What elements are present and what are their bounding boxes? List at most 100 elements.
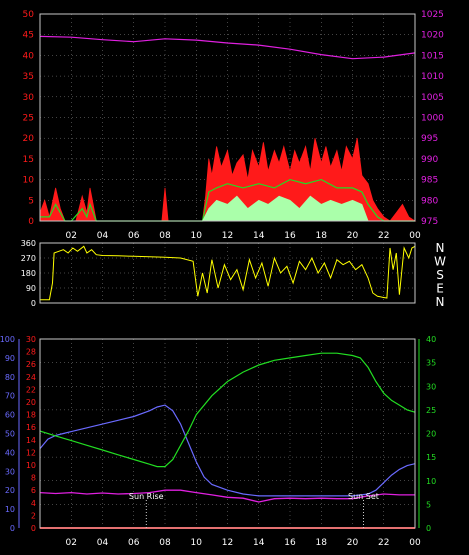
climate-x-tick-label: 08 — [159, 538, 171, 548]
wind-lull-area — [40, 195, 415, 222]
climate-x-tick-label: 00 — [409, 538, 421, 548]
rain-tick-label: 0 — [31, 524, 36, 533]
temperature-tick-label: 0 — [426, 524, 431, 533]
wind-tick-label: 15 — [23, 155, 34, 165]
humidity-tick-label: 80 — [5, 373, 15, 382]
pressure-tick-label: 1025 — [421, 10, 444, 20]
climate-x-tick-label: 18 — [316, 538, 328, 548]
humidity-tick-label: 30 — [5, 467, 15, 476]
chart-title: 24 hora graficado : 10 Agosto 2013 — [167, 0, 362, 12]
wind-tick-label: 25 — [23, 114, 34, 124]
humidity-tick-label: 90 — [5, 354, 15, 363]
wind-x-tick-label: 00 — [409, 231, 421, 241]
direction-tick-label: 360 — [21, 239, 36, 248]
climate-frame — [39, 338, 416, 529]
climate-x-tick-label: 20 — [347, 538, 359, 548]
compass-label: N — [436, 295, 445, 309]
temperature-tick-label: 5 — [426, 500, 431, 509]
pressure-line — [39, 35, 416, 60]
wind-x-tick-label: 14 — [253, 231, 265, 241]
climate-x-tick-label: 10 — [191, 538, 203, 548]
humidity-tick-label: 10 — [5, 505, 15, 514]
rain-tick-label: 8 — [31, 474, 36, 483]
pressure-tick-label: 1010 — [421, 72, 444, 82]
wind-x-tick-label: 20 — [347, 231, 359, 241]
climate-x-tick-label: 02 — [66, 538, 77, 548]
rain-tick-label: 2 — [31, 511, 36, 520]
pressure-tick-label: 1015 — [421, 51, 444, 61]
humidity-label: Humedad — [66, 321, 119, 334]
direction-frame — [39, 242, 416, 304]
wind-tick-label: 0 — [28, 217, 34, 227]
wind-x-tick-label: 16 — [284, 231, 296, 241]
rain-tick-label: 14 — [26, 436, 36, 445]
tick-labels: 0510152025303540455097598098599099510001… — [0, 10, 446, 548]
wind-x-tick-label: 08 — [159, 231, 171, 241]
dewpoint-label: Punto rocío — [405, 321, 467, 334]
rain-tick-label: 18 — [26, 411, 36, 420]
wind-x-tick-label: 22 — [378, 231, 389, 241]
sun-event-label: Sun Set — [348, 492, 379, 501]
climate-x-tick-label: 12 — [222, 538, 233, 548]
temperature-tick-label: 20 — [426, 430, 436, 439]
compass-label: E — [436, 282, 444, 296]
wind-x-tick-label: 18 — [316, 231, 328, 241]
direction-tick-label: 180 — [21, 269, 36, 278]
climate-x-tick-label: 06 — [128, 538, 140, 548]
rain-tick-label: 10 — [26, 461, 36, 470]
humidity-tick-label: 0 — [10, 524, 15, 533]
wind-x-tick-label: 02 — [66, 231, 77, 241]
wind-tick-label: 35 — [23, 72, 34, 82]
pressure-tick-label: 980 — [421, 196, 438, 206]
wind-frame — [39, 13, 416, 222]
climate-x-tick-label: 16 — [284, 538, 296, 548]
wind-tick-label: 40 — [23, 51, 35, 61]
rain-tick-label: 26 — [26, 360, 36, 369]
rain-tick-label: 4 — [31, 499, 36, 508]
climate-x-tick-label: 04 — [97, 538, 109, 548]
direction-tick-label: 270 — [21, 254, 36, 263]
humidity-tick-label: 40 — [5, 448, 15, 457]
humidity-tick-label: 70 — [5, 392, 15, 401]
wind-tick-label: 45 — [23, 31, 34, 41]
rain-tick-label: 28 — [26, 348, 36, 357]
rain-tick-label: 30 — [26, 335, 36, 344]
rain-tick-label: 24 — [26, 373, 36, 382]
rain-tick-label: 20 — [26, 398, 36, 407]
compass-label: N — [436, 241, 445, 255]
pressure-tick-label: 1020 — [421, 31, 444, 41]
wind-tick-label: 5 — [28, 196, 34, 206]
pressure-tick-label: 995 — [421, 134, 438, 144]
temperature-line — [39, 352, 416, 468]
rain-tick-label: 6 — [31, 486, 36, 495]
temperature-tick-label: 10 — [426, 477, 436, 486]
humidity-tick-label: 60 — [5, 411, 15, 420]
humidity-line — [39, 404, 416, 497]
humidity-tick-label: 20 — [5, 486, 15, 495]
rain-tick-label: 12 — [26, 448, 36, 457]
temperature-tick-label: 40 — [426, 335, 436, 344]
temperature-label: Temperatura — [311, 321, 382, 334]
wind-tick-label: 20 — [23, 134, 35, 144]
temperature-tick-label: 30 — [426, 382, 436, 391]
compass-label: W — [434, 254, 446, 268]
pressure-tick-label: 1000 — [421, 114, 444, 124]
wind-tick-label: 10 — [23, 176, 35, 186]
wind-x-tick-label: 10 — [191, 231, 203, 241]
sun-event-label: Sun Rise — [129, 492, 164, 501]
wind-x-tick-label: 06 — [128, 231, 140, 241]
wind-tick-label: 50 — [23, 10, 35, 20]
humidity-tick-label: 100 — [0, 335, 15, 344]
wind-average-line — [40, 178, 415, 222]
dewpoint-line — [39, 489, 415, 503]
temperature-tick-label: 35 — [426, 359, 436, 368]
pressure-tick-label: 1005 — [421, 93, 444, 103]
direction-tick-label: 0 — [31, 299, 36, 308]
rain-tick-label: 16 — [26, 423, 36, 432]
plot-frames — [18, 13, 420, 529]
temperature-tick-label: 25 — [426, 406, 436, 415]
climate-x-tick-label: 22 — [378, 538, 389, 548]
wind-speed-label: Velocidad viento — [4, 0, 95, 13]
pressure-label: Presión — [368, 0, 408, 13]
